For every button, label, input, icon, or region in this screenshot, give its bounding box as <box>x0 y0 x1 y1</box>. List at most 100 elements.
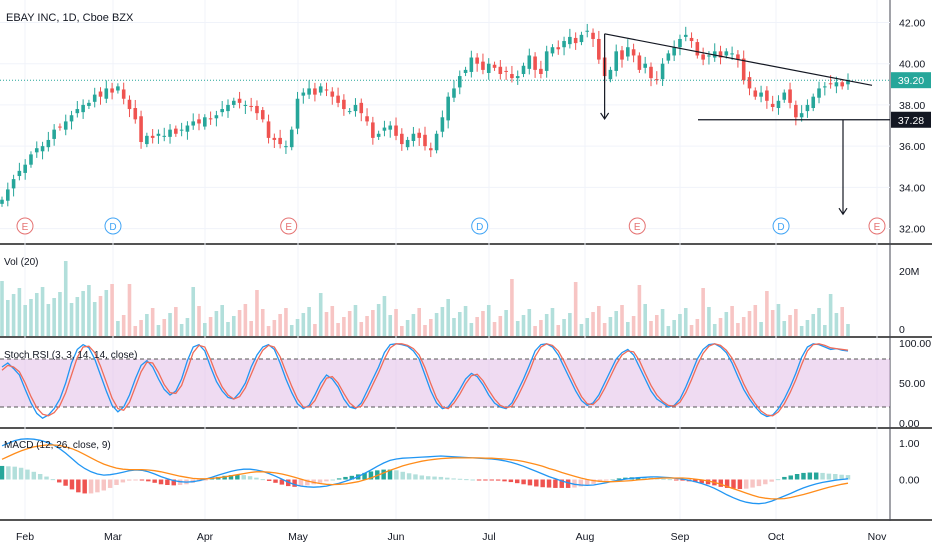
candle-body <box>846 80 850 85</box>
volume-bar <box>510 279 514 336</box>
macd-histogram-bar <box>349 475 355 480</box>
candle-body <box>197 119 201 124</box>
volume-bar <box>637 285 642 336</box>
candle-body <box>52 129 56 139</box>
volume-bar <box>440 307 445 336</box>
candle-body <box>168 129 172 137</box>
target-arrow-head <box>838 207 848 216</box>
stoch-tick-label: 0.00 <box>899 418 920 430</box>
volume-bar <box>388 315 393 336</box>
candle-body <box>724 51 729 56</box>
earnings-marker <box>868 217 886 235</box>
candle-body <box>608 69 613 80</box>
volume-bar <box>376 304 381 336</box>
candle-body <box>34 148 39 153</box>
volume-bar <box>602 323 607 336</box>
volume-bar <box>486 305 491 336</box>
volume-bar <box>284 308 288 336</box>
volume-bar <box>840 307 845 336</box>
volume-bar <box>382 296 387 336</box>
candle-body <box>440 117 445 132</box>
macd-histogram-bar <box>451 478 456 480</box>
candle-body <box>689 37 694 42</box>
candle-body <box>400 133 404 145</box>
chart-title: EBAY INC, 1D, Cboe BZX <box>6 12 134 24</box>
macd-histogram-bar <box>495 479 501 481</box>
stoch-rsi-label: Stoch RSI (3, 3, 14, 14, close) <box>4 350 138 361</box>
candle-body <box>295 98 300 129</box>
macd-histogram-bar <box>559 479 564 488</box>
macd-histogram-bar <box>362 472 367 480</box>
volume-bar <box>278 314 282 336</box>
signal-line <box>1 444 849 500</box>
macd-histogram-bar <box>508 479 514 483</box>
macd-histogram-bar <box>737 479 743 490</box>
volume-bar <box>75 297 80 336</box>
macd-histogram-bar <box>171 479 176 486</box>
candle-body <box>452 88 456 98</box>
volume-bar <box>92 302 97 336</box>
candle-body <box>828 83 833 85</box>
candle-body <box>788 89 792 103</box>
macd-histogram-bar <box>419 475 425 480</box>
volume-bar <box>753 305 758 336</box>
candle-body <box>46 139 51 148</box>
macd-histogram-bar <box>769 479 774 482</box>
volume-bar <box>127 284 132 336</box>
x-tick-label: Feb <box>16 531 34 543</box>
volume-bar <box>759 322 763 336</box>
macd-histogram-bar <box>298 479 304 487</box>
volume-bar <box>237 310 242 336</box>
volume-bar <box>672 320 676 336</box>
candle-body <box>614 51 619 71</box>
volume-bar <box>324 312 329 336</box>
volume-bar <box>736 323 740 336</box>
candle-body <box>654 79 659 81</box>
volume-bar <box>359 322 364 336</box>
macd-histogram-bar <box>432 476 437 480</box>
candle-body <box>179 129 184 131</box>
volume-bar <box>63 261 68 336</box>
candle-body <box>741 58 746 81</box>
macd-histogram-bar <box>693 479 698 483</box>
candle-body <box>568 36 572 45</box>
candle-body <box>0 199 4 204</box>
volume-bar <box>191 287 196 336</box>
macd-histogram-bar <box>273 479 278 483</box>
macd-histogram-bar <box>203 479 208 481</box>
volume-bar <box>469 323 474 336</box>
macd-histogram-bar <box>476 479 482 481</box>
macd-histogram-bar <box>616 478 622 480</box>
candle-body <box>156 133 161 136</box>
macd-histogram-bar <box>788 475 793 480</box>
volume-bar <box>457 312 462 336</box>
macd-histogram-bar <box>266 479 272 481</box>
volume-bar <box>544 314 549 336</box>
volume-bar <box>23 305 27 336</box>
volume-bar <box>208 317 213 336</box>
y-tick-label: 38.00 <box>899 100 925 112</box>
macd-line <box>1 438 849 505</box>
macd-histogram-bar <box>521 479 526 485</box>
volume-bar <box>649 321 653 336</box>
x-tick-label: Mar <box>104 531 123 543</box>
volume-bar <box>243 304 248 336</box>
volume-bar <box>654 315 659 336</box>
volume-bar <box>197 306 201 336</box>
dividend-marker-label: D <box>109 222 116 233</box>
x-tick-label: Sep <box>671 531 690 543</box>
macd-histogram-bar <box>820 472 825 480</box>
candle-body <box>533 56 537 70</box>
candle-body <box>185 125 190 132</box>
candle-body <box>139 116 143 143</box>
macd-histogram-bar <box>413 474 418 480</box>
volume-bar <box>481 311 485 336</box>
volume-bar <box>747 311 752 336</box>
candle-body <box>562 41 566 48</box>
candle-body <box>475 57 479 64</box>
macd-tick-label: 0.00 <box>899 475 920 487</box>
candle-body <box>770 103 775 107</box>
x-tick-label: Nov <box>868 531 887 543</box>
macd-histogram-bar <box>260 479 266 481</box>
x-tick-label: May <box>288 531 309 543</box>
